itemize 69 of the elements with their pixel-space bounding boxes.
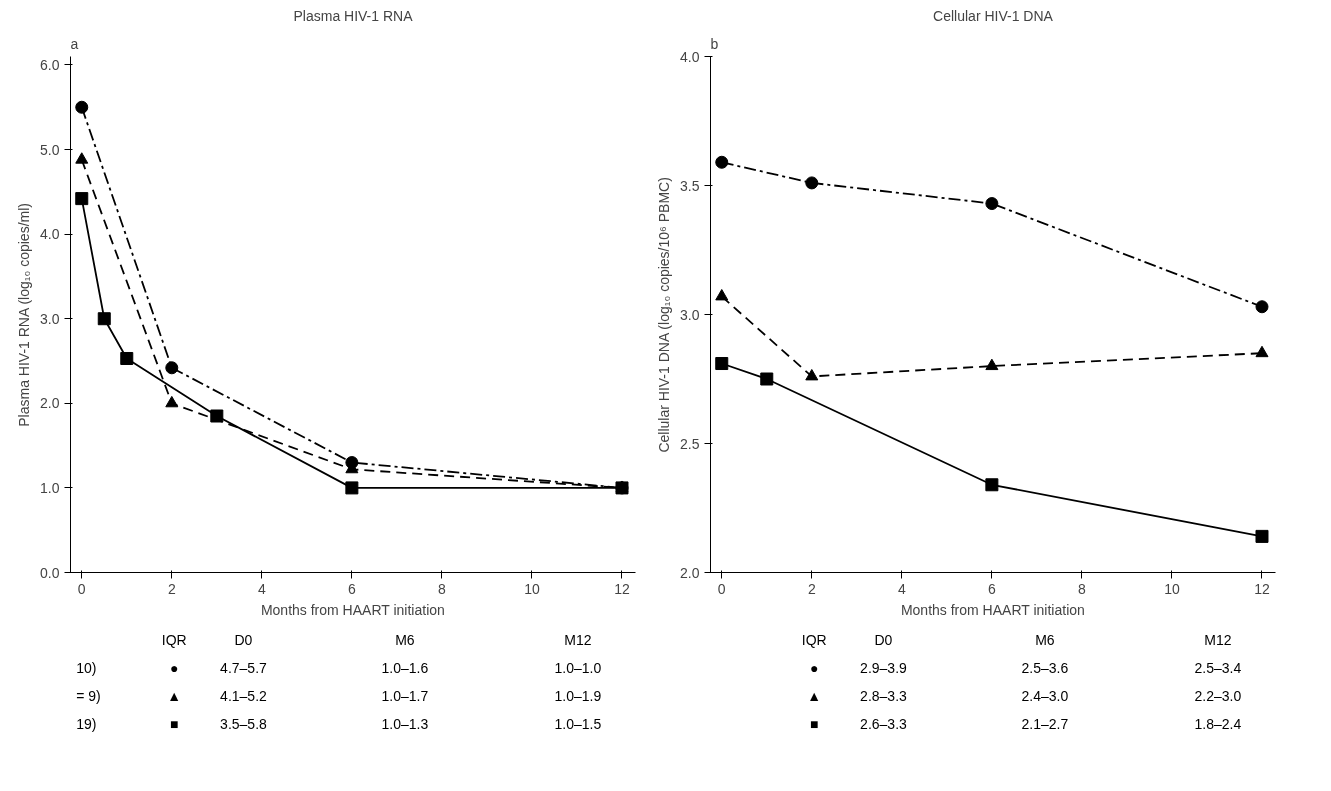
text: = 9) — [76, 687, 101, 704]
chart-subtitle: a — [70, 35, 79, 52]
text: D0 — [234, 631, 253, 648]
text: 1.0–1.0 — [554, 659, 602, 676]
x-tick-label: 4 — [897, 580, 906, 597]
text: ▲ — [807, 687, 822, 704]
y-tick-label: 2.0 — [680, 564, 700, 581]
y-tick-label: 5.0 — [40, 141, 60, 158]
text: 1.0–1.3 — [381, 715, 429, 732]
x-axis-title: Months from HAART initiation — [260, 601, 445, 618]
x-tick-label: 12 — [614, 580, 630, 597]
text: 2.5–3.4 — [1194, 659, 1242, 676]
text: 1.8–2.4 — [1194, 715, 1242, 732]
y-tick-label: 3.0 — [680, 306, 700, 323]
x-tick-label: 6 — [347, 580, 356, 597]
text: 2.4–3.0 — [1021, 687, 1069, 704]
x-tick-label: 10 — [1164, 580, 1180, 597]
text: 2.5–3.6 — [1021, 659, 1069, 676]
x-tick-label: 8 — [1078, 580, 1087, 597]
text: 4.7–5.7 — [220, 659, 268, 676]
x-tick-label: 10 — [524, 580, 540, 597]
text: ● — [810, 659, 819, 676]
chart-subtitle: b — [710, 35, 719, 52]
x-axis-title: Months from HAART initiation — [900, 601, 1085, 618]
y-tick-label: 3.5 — [680, 177, 700, 194]
x-tick-label: 0 — [717, 580, 726, 597]
y-tick-label: 6.0 — [40, 56, 60, 73]
text: 2.1–2.7 — [1021, 715, 1069, 732]
y-axis-title: Cellular HIV-1 DNA (log₁₀ copies/10⁶ PBMC) — [656, 177, 673, 453]
x-tick-label: 0 — [77, 580, 86, 597]
x-tick-label: 12 — [1254, 580, 1270, 597]
text: IQR — [801, 631, 827, 648]
x-tick-label: 4 — [257, 580, 266, 597]
text: 19) — [76, 715, 97, 732]
text: 10) — [76, 659, 97, 676]
text: M6 — [1035, 631, 1055, 648]
text: IQR — [161, 631, 187, 648]
x-tick-label: 6 — [987, 580, 996, 597]
text: 3.5–5.8 — [220, 715, 268, 732]
text: M12 — [1204, 631, 1232, 648]
text: 2.2–3.0 — [1194, 687, 1242, 704]
text: 2.8–3.3 — [860, 687, 908, 704]
text: M6 — [395, 631, 415, 648]
text: 2.9–3.9 — [860, 659, 908, 676]
y-tick-label: 3.0 — [40, 310, 60, 327]
chart-title: Cellular HIV-1 DNA — [933, 7, 1054, 24]
y-tick-label: 1.0 — [40, 479, 60, 496]
text: ■ — [810, 715, 819, 732]
y-tick-label: 4.0 — [40, 226, 60, 243]
text: M12 — [564, 631, 592, 648]
text: 4.1–5.2 — [220, 687, 268, 704]
text: ■ — [170, 715, 179, 732]
x-tick-label: 8 — [438, 580, 447, 597]
chart-title: Plasma HIV-1 RNA — [293, 7, 414, 24]
x-tick-label: 2 — [807, 580, 816, 597]
text: ▲ — [167, 687, 182, 704]
text: D0 — [874, 631, 893, 648]
text: 1.0–1.6 — [381, 659, 429, 676]
y-tick-label: 2.0 — [40, 395, 60, 412]
text: 1.0–1.5 — [554, 715, 602, 732]
y-tick-label: 0.0 — [40, 564, 60, 581]
x-tick-label: 2 — [167, 580, 176, 597]
y-tick-label: 4.0 — [680, 48, 700, 65]
text: 1.0–1.7 — [381, 687, 429, 704]
text: 1.0–1.9 — [554, 687, 602, 704]
y-axis-title: Plasma HIV-1 RNA (log₁₀ copies/ml) — [16, 203, 33, 427]
text: ● — [170, 659, 179, 676]
y-tick-label: 2.5 — [680, 435, 700, 452]
text: 2.6–3.3 — [860, 715, 908, 732]
